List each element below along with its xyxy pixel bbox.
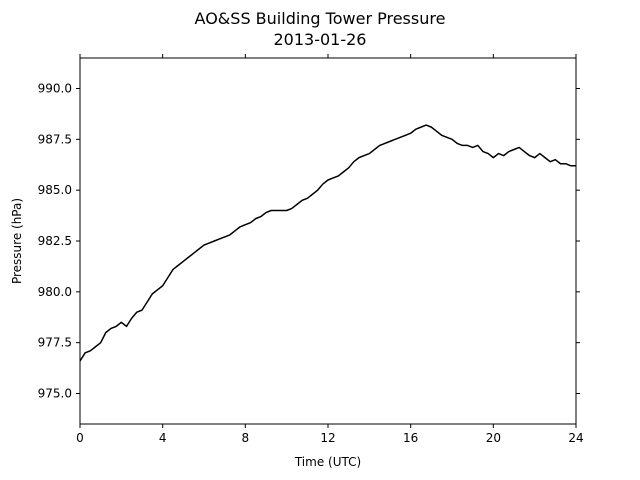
y-tick-label: 985.0 (38, 183, 72, 197)
x-tick-label: 12 (320, 431, 335, 445)
axis-ticks (76, 54, 580, 428)
x-tick-label: 4 (159, 431, 167, 445)
x-tick-label: 16 (403, 431, 418, 445)
pressure-line (79, 124, 576, 362)
axis-tick-labels: 0 4 8 12 16 20 24 975.0 977.5 980.0 982.5 985.0 987.… (38, 82, 584, 446)
y-axis-label: Pressure (hPa) (10, 198, 24, 284)
x-tick-label: 8 (242, 431, 250, 445)
y-tick-label: 982.5 (38, 234, 72, 248)
x-tick-label: 0 (76, 431, 84, 445)
y-tick-label: 987.5 (38, 132, 72, 146)
chart-subtitle: 2013-01-26 (274, 30, 367, 49)
y-tick-label: 975.0 (38, 387, 72, 401)
plot-frame (79, 57, 577, 425)
x-tick-label: 24 (568, 431, 583, 445)
x-tick-label: 20 (486, 431, 501, 445)
chart-title: AO&SS Building Tower Pressure (195, 9, 446, 28)
y-tick-label: 990.0 (38, 82, 72, 96)
x-axis-label: Time (UTC) (294, 455, 361, 469)
y-tick-label: 977.5 (38, 336, 72, 350)
y-tick-label: 980.0 (38, 285, 72, 299)
